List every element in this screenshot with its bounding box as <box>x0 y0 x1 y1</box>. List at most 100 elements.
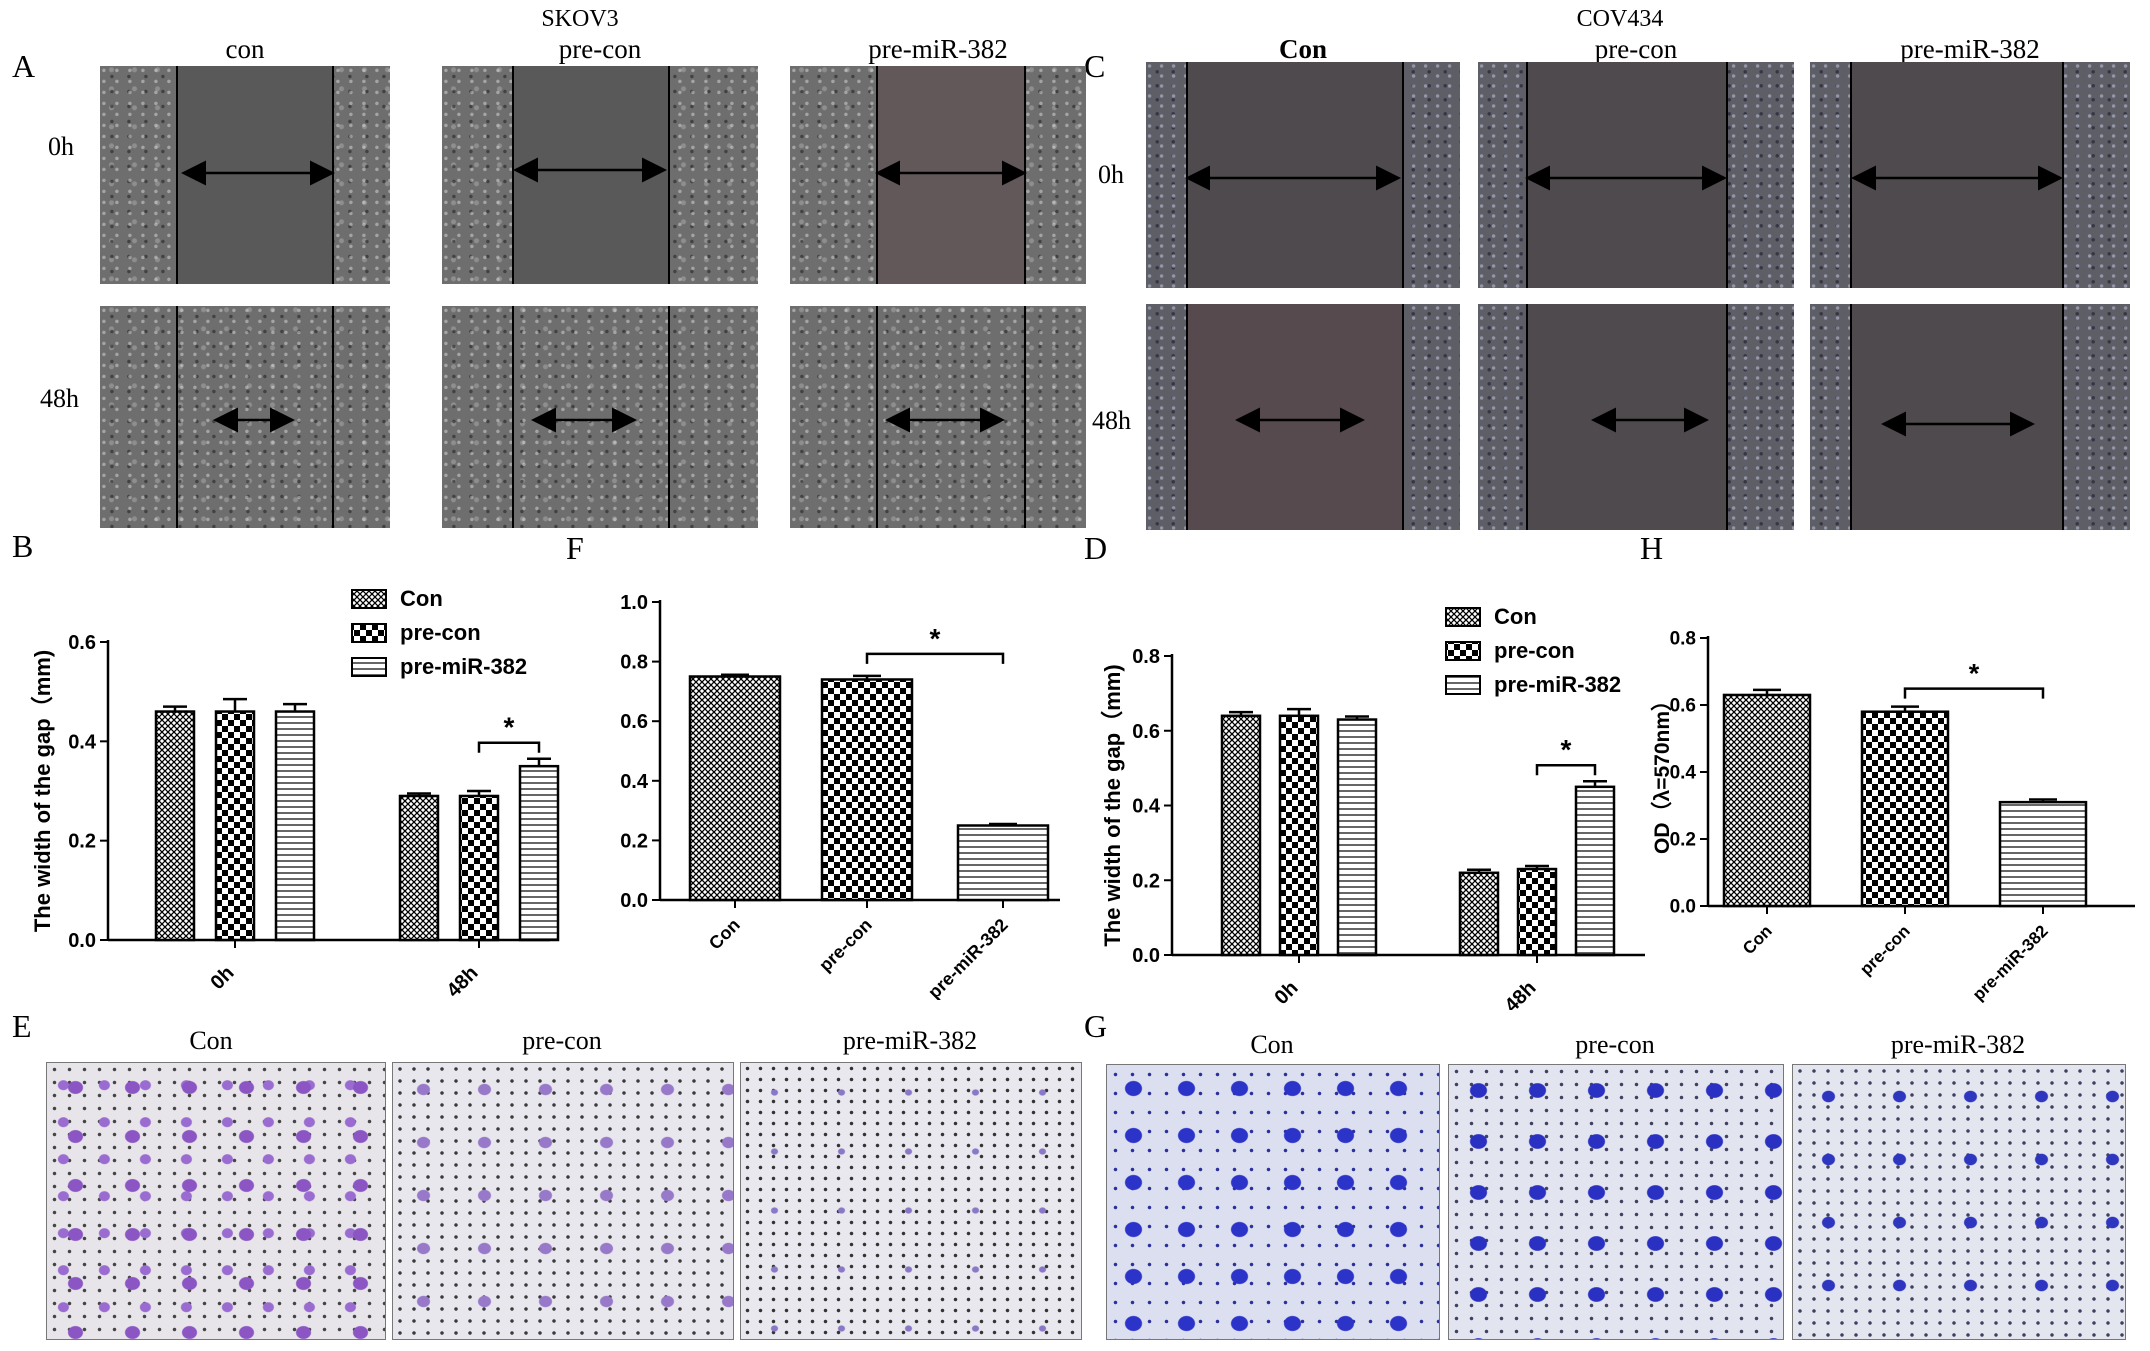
y-tick-label: 0.4 <box>1132 796 1161 818</box>
y-tick-label: 0.6 <box>620 711 648 733</box>
legend-swatch <box>1445 675 1481 695</box>
micrograph-e-mir <box>740 1062 1082 1340</box>
y-tick-label: 0.8 <box>620 652 648 674</box>
col-title-g-3: pre-miR-382 <box>1890 1030 2026 1059</box>
legend-swatch <box>1445 607 1481 627</box>
micrograph-g-precon <box>1448 1064 1784 1340</box>
y-tick-label: 0.4 <box>68 731 97 753</box>
significance-bracket <box>1535 763 1597 776</box>
panel-label-a: A <box>12 48 36 84</box>
bar-con <box>154 710 196 942</box>
panel-label-h: H <box>1640 530 1664 566</box>
bar-pre-con <box>820 678 914 902</box>
legend-label: pre-miR-382 <box>400 654 527 679</box>
col-title-c-2: pre-con <box>1594 34 1678 64</box>
bar-pre-mir-382 <box>1574 785 1616 957</box>
y-tick-label: 0.4 <box>620 771 649 793</box>
legend-swatch <box>351 623 387 643</box>
x-tick-label: pre-con <box>815 915 876 976</box>
panel-label-b: B <box>12 528 34 564</box>
x-tick-label: pre-con <box>1856 921 1914 979</box>
micrograph-g-con <box>1106 1064 1440 1340</box>
col-title-a-3: pre-miR-382 <box>868 34 1008 64</box>
bar-pre-con <box>1860 710 1950 908</box>
y-tick-label: 0.8 <box>1132 646 1160 668</box>
y-tick-label: 0.0 <box>620 890 648 912</box>
y-tick-label: 0.2 <box>1132 870 1160 892</box>
col-title-e-3: pre-miR-382 <box>842 1026 978 1055</box>
bar-pre-mir-382 <box>274 710 316 942</box>
col-title-a-1: con <box>225 34 265 64</box>
legend-label: pre-con <box>1494 638 1575 663</box>
col-title-e-1: Con <box>189 1026 233 1055</box>
x-tick-label: 0h <box>206 962 238 994</box>
x-tick-label: 48h <box>443 962 483 1002</box>
micrograph-e-con <box>46 1062 386 1340</box>
bar-con <box>688 675 782 902</box>
bar-pre-con <box>214 710 256 942</box>
row-label-c-48h: 48h <box>1092 406 1131 435</box>
x-tick-label: Con <box>1739 921 1776 958</box>
micrograph-e-precon <box>392 1062 734 1340</box>
panel-label-e: E <box>12 1008 32 1044</box>
bar-con <box>398 794 440 942</box>
bar-pre-mir-382 <box>956 824 1050 902</box>
legend-swatch <box>1445 641 1481 661</box>
legend-label: Con <box>400 586 443 611</box>
bar-pre-con <box>1278 714 1320 957</box>
col-title-c-1: Con <box>1278 34 1327 64</box>
cell-line-skov3: SKOV3 <box>541 6 619 32</box>
y-axis-label: OD（λ=570nm） <box>1650 690 1674 854</box>
bar-pre-mir-382 <box>1336 718 1378 957</box>
col-title-e-2: pre-con <box>522 1026 602 1055</box>
y-tick-label: 1.0 <box>620 592 648 614</box>
y-tick-label: 0.0 <box>1670 897 1696 918</box>
y-tick-label: 0.6 <box>68 632 96 654</box>
x-tick-label: 48h <box>1501 977 1541 1010</box>
significance-star: * <box>504 712 515 743</box>
cell-line-cov434: COV434 <box>1576 6 1664 32</box>
col-title-g-1: Con <box>1250 1030 1294 1059</box>
col-title-a-2: pre-con <box>558 34 642 64</box>
chart-panel-d: 0.0 0.2 0.4 0.6 0.8 The width of the gap（mm) 0… <box>1100 604 1645 1010</box>
chart-panel-h: 0.0 0.2 0.4 0.6 0.8 OD（λ=570nm） Con pre-con pre-… <box>1650 629 2135 1004</box>
bar-pre-con <box>1516 867 1558 957</box>
x-tick-label: pre-miR-382 <box>1969 921 2052 1004</box>
x-tick-label: 0h <box>1270 977 1302 1009</box>
panel-label-f: F <box>566 530 584 566</box>
panel-label-g: G <box>1084 1008 1108 1044</box>
significance-bracket <box>477 741 541 753</box>
panel-label-c: C <box>1084 48 1106 84</box>
y-tick-label: 0.2 <box>68 831 96 853</box>
bar-pre-mir-382 <box>518 764 560 942</box>
bar-con <box>1458 871 1500 957</box>
y-axis-label: The width of the gap（mm) <box>30 650 55 932</box>
significance-bracket <box>865 652 1005 664</box>
bar-con <box>1722 693 1812 908</box>
row-label-a-0h: 0h <box>48 132 74 161</box>
row-label-a-48h: 48h <box>40 384 79 413</box>
y-tick-label: 0.0 <box>68 930 96 952</box>
chart-panel-f: 0.0 0.2 0.4 0.6 0.8 1.0 Con pre-con pre-miR-382 * <box>620 592 1060 1000</box>
y-tick-label: 0.6 <box>1132 721 1160 743</box>
x-tick-label: pre-miR-382 <box>924 915 1012 1000</box>
y-tick-label: 0.2 <box>620 830 648 852</box>
significance-star: * <box>930 623 941 654</box>
y-tick-label: 0.2 <box>1670 830 1696 851</box>
legend-swatch <box>351 589 387 609</box>
col-title-c-3: pre-miR-382 <box>1900 34 2040 64</box>
y-tick-label: 0.0 <box>1132 945 1160 967</box>
legend-label: pre-miR-382 <box>1494 672 1621 697</box>
bar-pre-mir-382 <box>1998 800 2088 908</box>
bar-pre-con <box>458 794 500 942</box>
col-title-g-2: pre-con <box>1575 1030 1655 1059</box>
y-tick-label: 0.8 <box>1670 629 1696 650</box>
panel-label-d: D <box>1084 530 1108 566</box>
chart-panel-b: 0.0 0.2 0.4 0.6 The width of the gap（mm) 0h 48… <box>30 586 560 1002</box>
y-tick-label: 0.6 <box>1670 696 1696 717</box>
legend-swatch <box>351 657 387 677</box>
significance-star: * <box>1969 659 1980 689</box>
row-label-c-0h: 0h <box>1098 160 1124 189</box>
legend-label: pre-con <box>400 620 481 645</box>
